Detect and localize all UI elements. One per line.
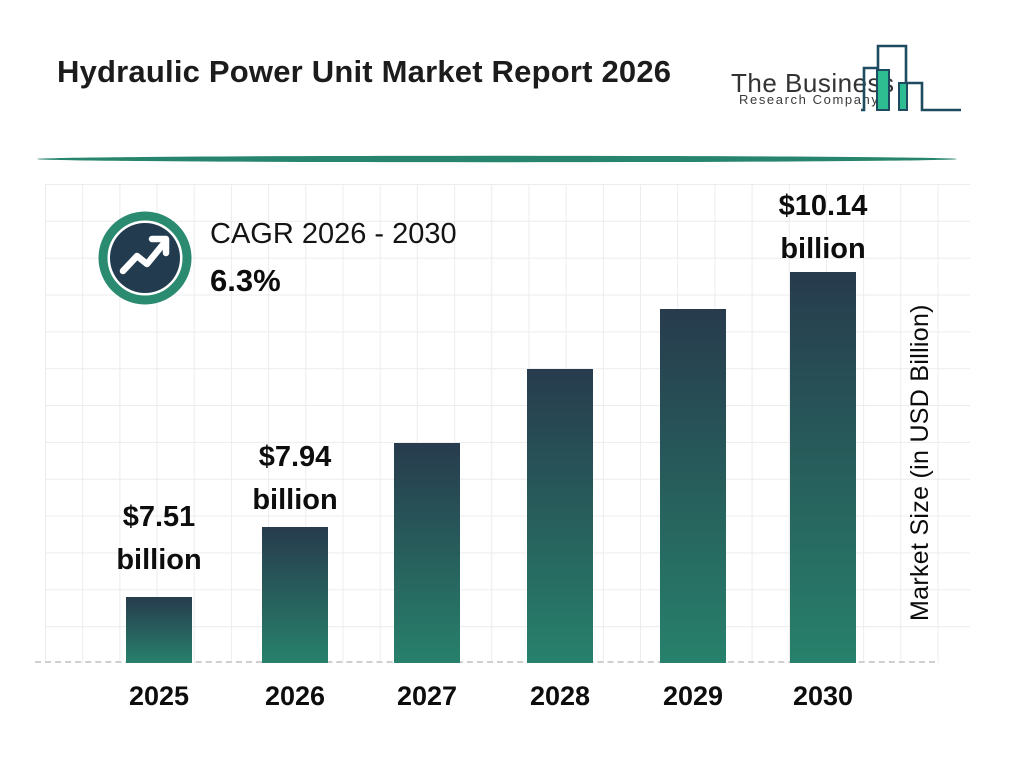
bar-2028	[527, 369, 593, 663]
bar-2030	[790, 272, 856, 663]
x-tick-2029: 2029	[662, 681, 724, 711]
bar-2029	[660, 309, 726, 663]
value-label-2030: $10.14 billion	[723, 185, 923, 271]
value-label-amount: $7.51	[122, 501, 196, 533]
x-tick-2025: 2025	[128, 681, 190, 711]
page-title: Hydraulic Power Unit Market Report 2026	[57, 54, 672, 89]
x-tick-2026: 2026	[264, 681, 326, 711]
cagr-period-label: CAGR 2026 - 2030	[210, 218, 457, 250]
bar-2026	[262, 527, 328, 663]
x-tick-2030: 2030	[792, 681, 854, 711]
y-axis-title: Market Size (in USD Billion)	[906, 304, 934, 622]
logo-text-primary: The Business	[731, 68, 895, 98]
value-label-2025: $7.51 billion	[59, 496, 259, 582]
x-tick-2027: 2027	[396, 681, 458, 711]
value-label-unit: billion	[252, 484, 338, 516]
x-tick-2028: 2028	[529, 681, 591, 711]
bar-2027	[394, 443, 460, 663]
value-label-unit: billion	[116, 544, 202, 576]
chart-baseline	[35, 661, 935, 663]
logo-text-secondary: Research Company	[739, 92, 880, 107]
divider-line	[37, 155, 957, 163]
bar-2025	[126, 597, 192, 663]
trend-up-circle-icon	[98, 211, 192, 305]
cagr-value: 6.3%	[210, 263, 281, 298]
value-label-amount: $7.94	[258, 441, 332, 473]
value-label-unit: billion	[780, 233, 866, 265]
value-label-amount: $10.14	[778, 190, 868, 222]
value-label-2026: $7.94 billion	[195, 436, 395, 522]
bar-buildings-logo-icon	[861, 44, 961, 112]
